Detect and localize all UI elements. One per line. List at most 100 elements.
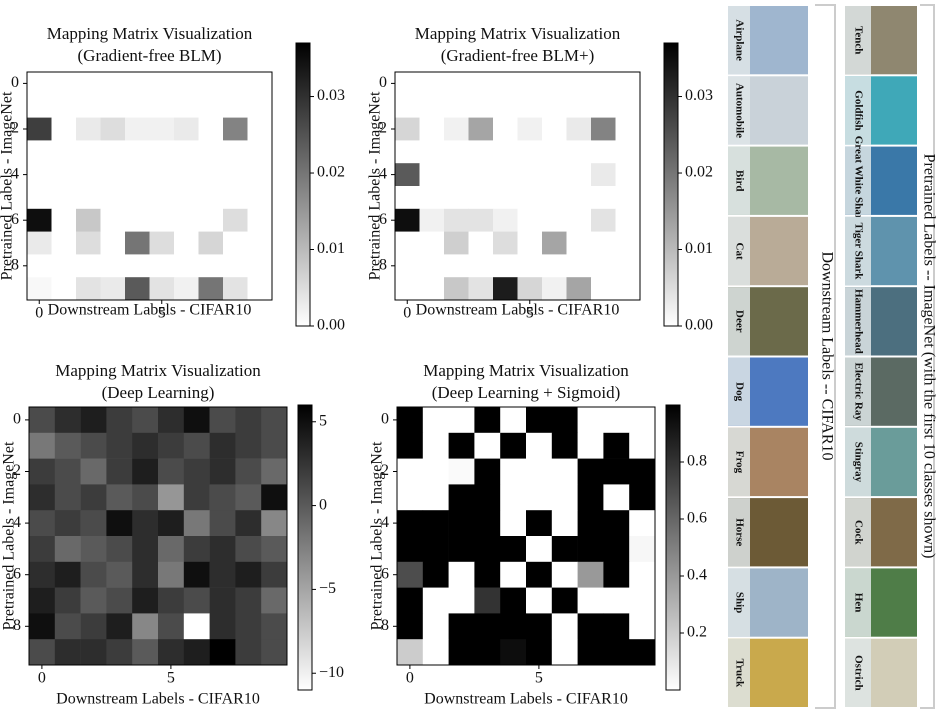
colorbar-tick-label: 0.8: [687, 453, 707, 470]
cell: [578, 459, 604, 485]
cell: [567, 163, 592, 186]
cell: [184, 407, 210, 433]
cell: [567, 118, 592, 141]
cell: [184, 613, 210, 639]
cell: [210, 588, 236, 614]
cell: [397, 459, 423, 485]
cell: [395, 140, 420, 163]
cell: [150, 72, 175, 95]
cell: [395, 163, 420, 186]
cell: [158, 484, 184, 510]
cell: [469, 163, 494, 186]
x-axis-label: Downstream Labels - CIFAR10: [424, 691, 628, 708]
cell: [500, 484, 526, 510]
cell: [55, 484, 81, 510]
cell: [420, 186, 445, 209]
cell: [397, 407, 423, 433]
cell: [552, 484, 578, 510]
cell: [493, 72, 518, 95]
cell: [493, 163, 518, 186]
cell: [526, 588, 552, 614]
cell: [106, 588, 132, 614]
cell: [567, 209, 592, 232]
cell: [199, 140, 224, 163]
cell: [55, 510, 81, 536]
cell: [449, 588, 475, 614]
cell: [603, 536, 629, 562]
cell: [397, 433, 423, 459]
cell: [578, 588, 604, 614]
chart-title: Mapping Matrix Visualization: [415, 24, 621, 43]
cell: [493, 209, 518, 232]
cell: [526, 613, 552, 639]
cell: [150, 163, 175, 186]
cell: [603, 510, 629, 536]
cell: [150, 232, 175, 255]
cell: [444, 209, 469, 232]
cell: [500, 613, 526, 639]
cell: [210, 459, 236, 485]
cell: [500, 433, 526, 459]
cell: [591, 118, 616, 141]
cell: [150, 186, 175, 209]
cell: [29, 588, 55, 614]
cell: [469, 277, 494, 300]
cell: [449, 433, 475, 459]
class-label: Frog: [733, 451, 745, 474]
cell: [158, 613, 184, 639]
class-label: Great White Shark: [852, 136, 864, 227]
cell: [552, 613, 578, 639]
cell: [449, 484, 475, 510]
cell: [248, 254, 273, 277]
cell: [578, 536, 604, 562]
cell: [616, 232, 641, 255]
cell: [261, 562, 287, 588]
cell: [567, 140, 592, 163]
cell: [174, 140, 199, 163]
cell: [261, 613, 287, 639]
cell: [223, 186, 248, 209]
cell: [444, 118, 469, 141]
cell: [76, 277, 101, 300]
cell: [223, 72, 248, 95]
cell: [52, 209, 77, 232]
figure: Downstream Labels -- CIFAR10 Pretrained …: [0, 0, 936, 713]
cell: [578, 407, 604, 433]
cell: [52, 232, 77, 255]
cell: [81, 407, 107, 433]
cell: [591, 72, 616, 95]
cell: [76, 186, 101, 209]
cell: [444, 277, 469, 300]
cell: [76, 254, 101, 277]
cell: [397, 562, 423, 588]
cell: [101, 209, 126, 232]
cell: [210, 639, 236, 665]
cell: [616, 277, 641, 300]
x-axis-label: Downstream Labels - CIFAR10: [48, 302, 252, 319]
cell: [542, 72, 567, 95]
cell: [518, 163, 543, 186]
cell: [395, 254, 420, 277]
cell: [261, 484, 287, 510]
cell: [101, 232, 126, 255]
cell: [158, 536, 184, 562]
class-label: Automobile: [733, 83, 745, 138]
cell: [542, 209, 567, 232]
colorbar-tick-label: 0.00: [685, 317, 713, 334]
cell: [423, 639, 449, 665]
cell: [55, 613, 81, 639]
cell: [449, 536, 475, 562]
cell: [174, 72, 199, 95]
class-label: Ship: [733, 592, 745, 613]
cell: [518, 72, 543, 95]
cell: [52, 163, 77, 186]
cell: [76, 163, 101, 186]
cell: [552, 433, 578, 459]
cell: [235, 562, 261, 588]
cell: [526, 510, 552, 536]
cell: [199, 118, 224, 141]
class-label: Truck: [733, 659, 745, 688]
cell: [578, 510, 604, 536]
cell: [567, 277, 592, 300]
cell: [395, 209, 420, 232]
